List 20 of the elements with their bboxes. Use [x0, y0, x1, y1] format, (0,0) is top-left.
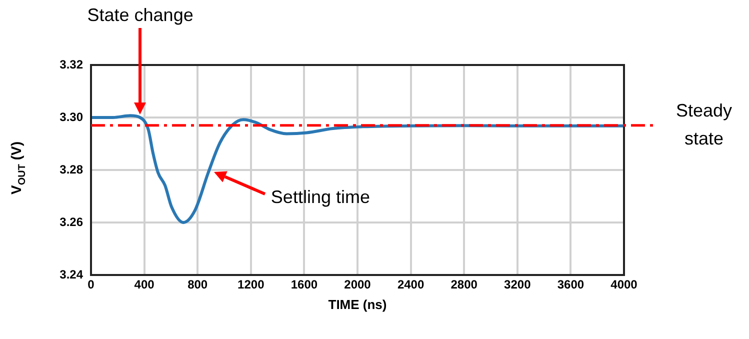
- x-tick-label: 1600: [290, 278, 318, 292]
- y-tick-label: 3.32: [60, 57, 84, 72]
- x-tick-label: 3200: [504, 278, 532, 292]
- ref-line-label: Steady state: [676, 100, 732, 148]
- y-tick-label: 3.24: [60, 267, 84, 282]
- x-tick-label: 800: [188, 278, 208, 292]
- y-tick-label: 3.30: [60, 110, 84, 124]
- x-tick-label: 2800: [450, 278, 478, 292]
- x-axis-title: TIME (ns): [328, 296, 387, 312]
- x-tick-label: 4000: [610, 278, 638, 292]
- x-tick-label: 1200: [238, 278, 265, 292]
- x-tick-label: 3600: [557, 278, 584, 292]
- annotation: Settling time: [270, 186, 370, 207]
- y-tick-label: 3.28: [60, 162, 84, 176]
- y-tick-label: 3.26: [60, 214, 84, 229]
- x-tick-label: 0: [88, 278, 95, 292]
- x-tick-label: 400: [134, 278, 155, 292]
- x-tick-label: 2400: [397, 278, 424, 292]
- x-tick-label: 2000: [344, 278, 372, 292]
- text: State change: [87, 4, 194, 25]
